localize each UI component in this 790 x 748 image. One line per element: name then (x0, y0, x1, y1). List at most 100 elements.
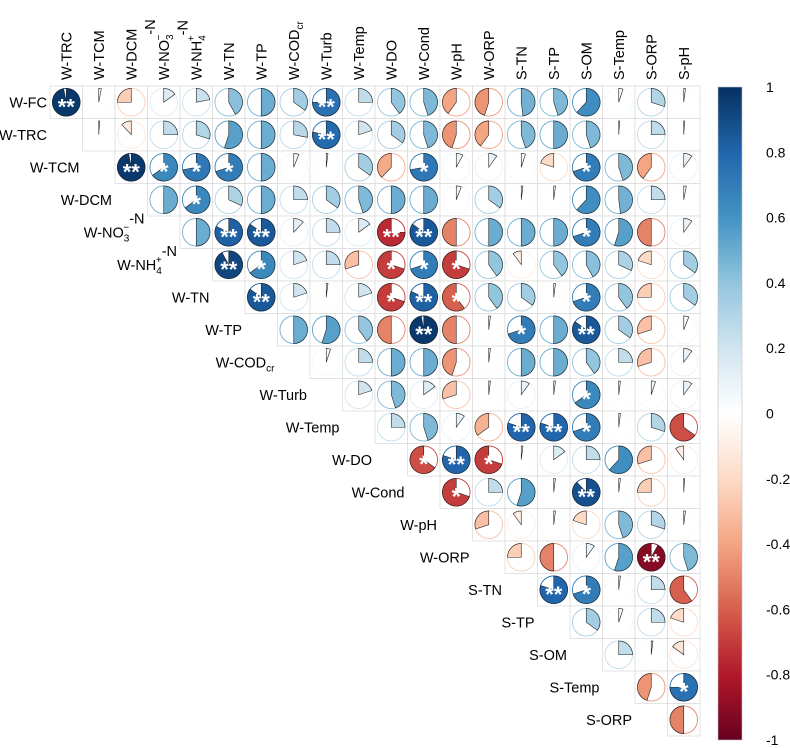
pie-slice (539, 575, 568, 604)
pie-slice (683, 380, 693, 396)
pie-slice (312, 120, 341, 149)
cell-w-cond-s-temp (602, 475, 636, 509)
significance-mark: * (452, 288, 462, 315)
cell-w-no3-n-w-ph (439, 215, 473, 249)
cell-w-fc-s-tp (537, 85, 571, 119)
pie-slice (358, 348, 373, 363)
pie-slice (260, 88, 276, 117)
colorbar: 1 0.8 0.6 0.4 0.2 0 -0.2 -0.4 -0.6 -0.8 -1 (717, 79, 790, 748)
pie-slice (358, 153, 373, 176)
pie-slice (618, 120, 620, 135)
pie-slice (442, 315, 457, 344)
cell-w-trc-s-om (569, 118, 603, 152)
col-label-w-nh4-n: W-NH4+-N (175, 20, 208, 80)
pie-slice (650, 185, 666, 201)
pie-slice (507, 413, 536, 442)
pie-slice (650, 120, 666, 136)
cell-w-dcm-s-temp (602, 183, 636, 217)
pie-slice (637, 218, 652, 247)
cell-w-ph-s-om (569, 508, 603, 542)
row-label-w-nh4-n: W-NH4+-N (117, 244, 177, 277)
pie-slice (683, 348, 693, 364)
col-label-w-tn: W-TN (222, 42, 238, 80)
cell-w-fc-s-om (569, 85, 603, 119)
cell-w-dcm-w-turb (309, 183, 343, 217)
pie-slice (608, 445, 633, 474)
pie-slice (163, 120, 178, 136)
cell-w-tp-w-turb (309, 313, 343, 347)
cell-w-orp-s-tn (504, 540, 538, 574)
pie-slice (409, 283, 438, 312)
cell-w-fc-w-cond (407, 85, 441, 119)
pie-slice (293, 120, 308, 138)
cell-w-tcm-w-nh4-n: * (179, 150, 213, 185)
significance-mark: ** (253, 289, 271, 314)
pie-slice (650, 640, 654, 655)
significance-mark: ** (415, 322, 433, 347)
pie-slice (618, 88, 624, 103)
cell-w-nh4-n-w-cond: * (407, 248, 441, 283)
significance-mark: ** (513, 419, 531, 444)
pie-slice (553, 315, 568, 344)
pie-slice (576, 88, 601, 117)
cell-w-dcm-s-tn (504, 183, 538, 217)
pie-slice (488, 478, 503, 493)
pie-slice (377, 250, 405, 279)
cell-w-cond-w-ph: * (439, 475, 473, 510)
pie-slice (516, 478, 536, 507)
cell-s-tp-s-om (569, 605, 603, 639)
cell-w-nh4-n-s-ph (667, 248, 701, 282)
significance-mark: * (159, 158, 169, 185)
cell-w-ph-s-temp (602, 508, 636, 542)
cell-w-tn-s-ph (667, 280, 701, 314)
significance-mark: * (192, 158, 202, 185)
cell-w-tcm-w-codcr (277, 150, 311, 184)
pie-slice (247, 283, 276, 312)
pie-slice (683, 88, 686, 103)
pie-slice (507, 543, 522, 558)
cell-w-no3-n-s-tn (504, 215, 538, 249)
pie-slice (358, 380, 373, 396)
cell-w-trc-w-ph (439, 118, 473, 152)
cell-w-dcm-w-no3-n (147, 183, 181, 217)
cell-w-tn-w-tp: ** (244, 280, 278, 314)
cell-w-tcm-s-orp (634, 150, 668, 184)
cell-w-nh4-n-s-orp (634, 248, 668, 282)
pie-slice (683, 315, 690, 330)
cell-w-temp-s-ph (667, 410, 701, 444)
pie-slice (455, 153, 464, 168)
cell-w-do-s-tp (537, 443, 571, 477)
significance-mark: ** (123, 159, 141, 184)
cell-w-trc-w-tn (212, 118, 246, 152)
cell-w-tn-s-tn (504, 280, 538, 314)
col-label-s-orp: S-ORP (644, 34, 660, 80)
pie-slice (390, 185, 406, 214)
cell-s-tp-s-ph (667, 605, 701, 639)
cell-w-no3-n-w-nh4-n (179, 215, 213, 249)
cell-w-turb-s-om: * (569, 378, 603, 413)
pie-slice (637, 478, 652, 493)
cell-w-nh4-n-w-tp: * (244, 248, 278, 283)
pie-slice (152, 153, 178, 182)
cell-w-trc-s-temp (602, 118, 636, 152)
significance-mark: ** (318, 94, 336, 119)
cell-w-no3-n-w-cond: ** (407, 215, 441, 249)
pie-slice (377, 218, 406, 247)
cell-w-fc-w-trc: ** (49, 85, 83, 119)
pie-slice (390, 88, 406, 114)
cell-w-cond-s-orp (634, 475, 668, 509)
cell-w-ph-s-tn (504, 508, 538, 542)
significance-mark: * (419, 256, 429, 283)
col-label-s-tp: S-TP (547, 47, 563, 80)
pie-slice (540, 153, 555, 168)
cell-w-dcm-w-temp (342, 183, 376, 217)
pie-slice (488, 283, 503, 309)
pie-slice (553, 510, 556, 525)
significance-mark: ** (318, 127, 336, 152)
pie-slice (474, 413, 490, 436)
pie-slice (409, 153, 438, 182)
pie-slice (442, 218, 457, 247)
row-label-w-temp: W-Temp (286, 420, 340, 436)
pie-slice (247, 218, 276, 247)
cell-w-turb-w-temp (342, 378, 376, 412)
